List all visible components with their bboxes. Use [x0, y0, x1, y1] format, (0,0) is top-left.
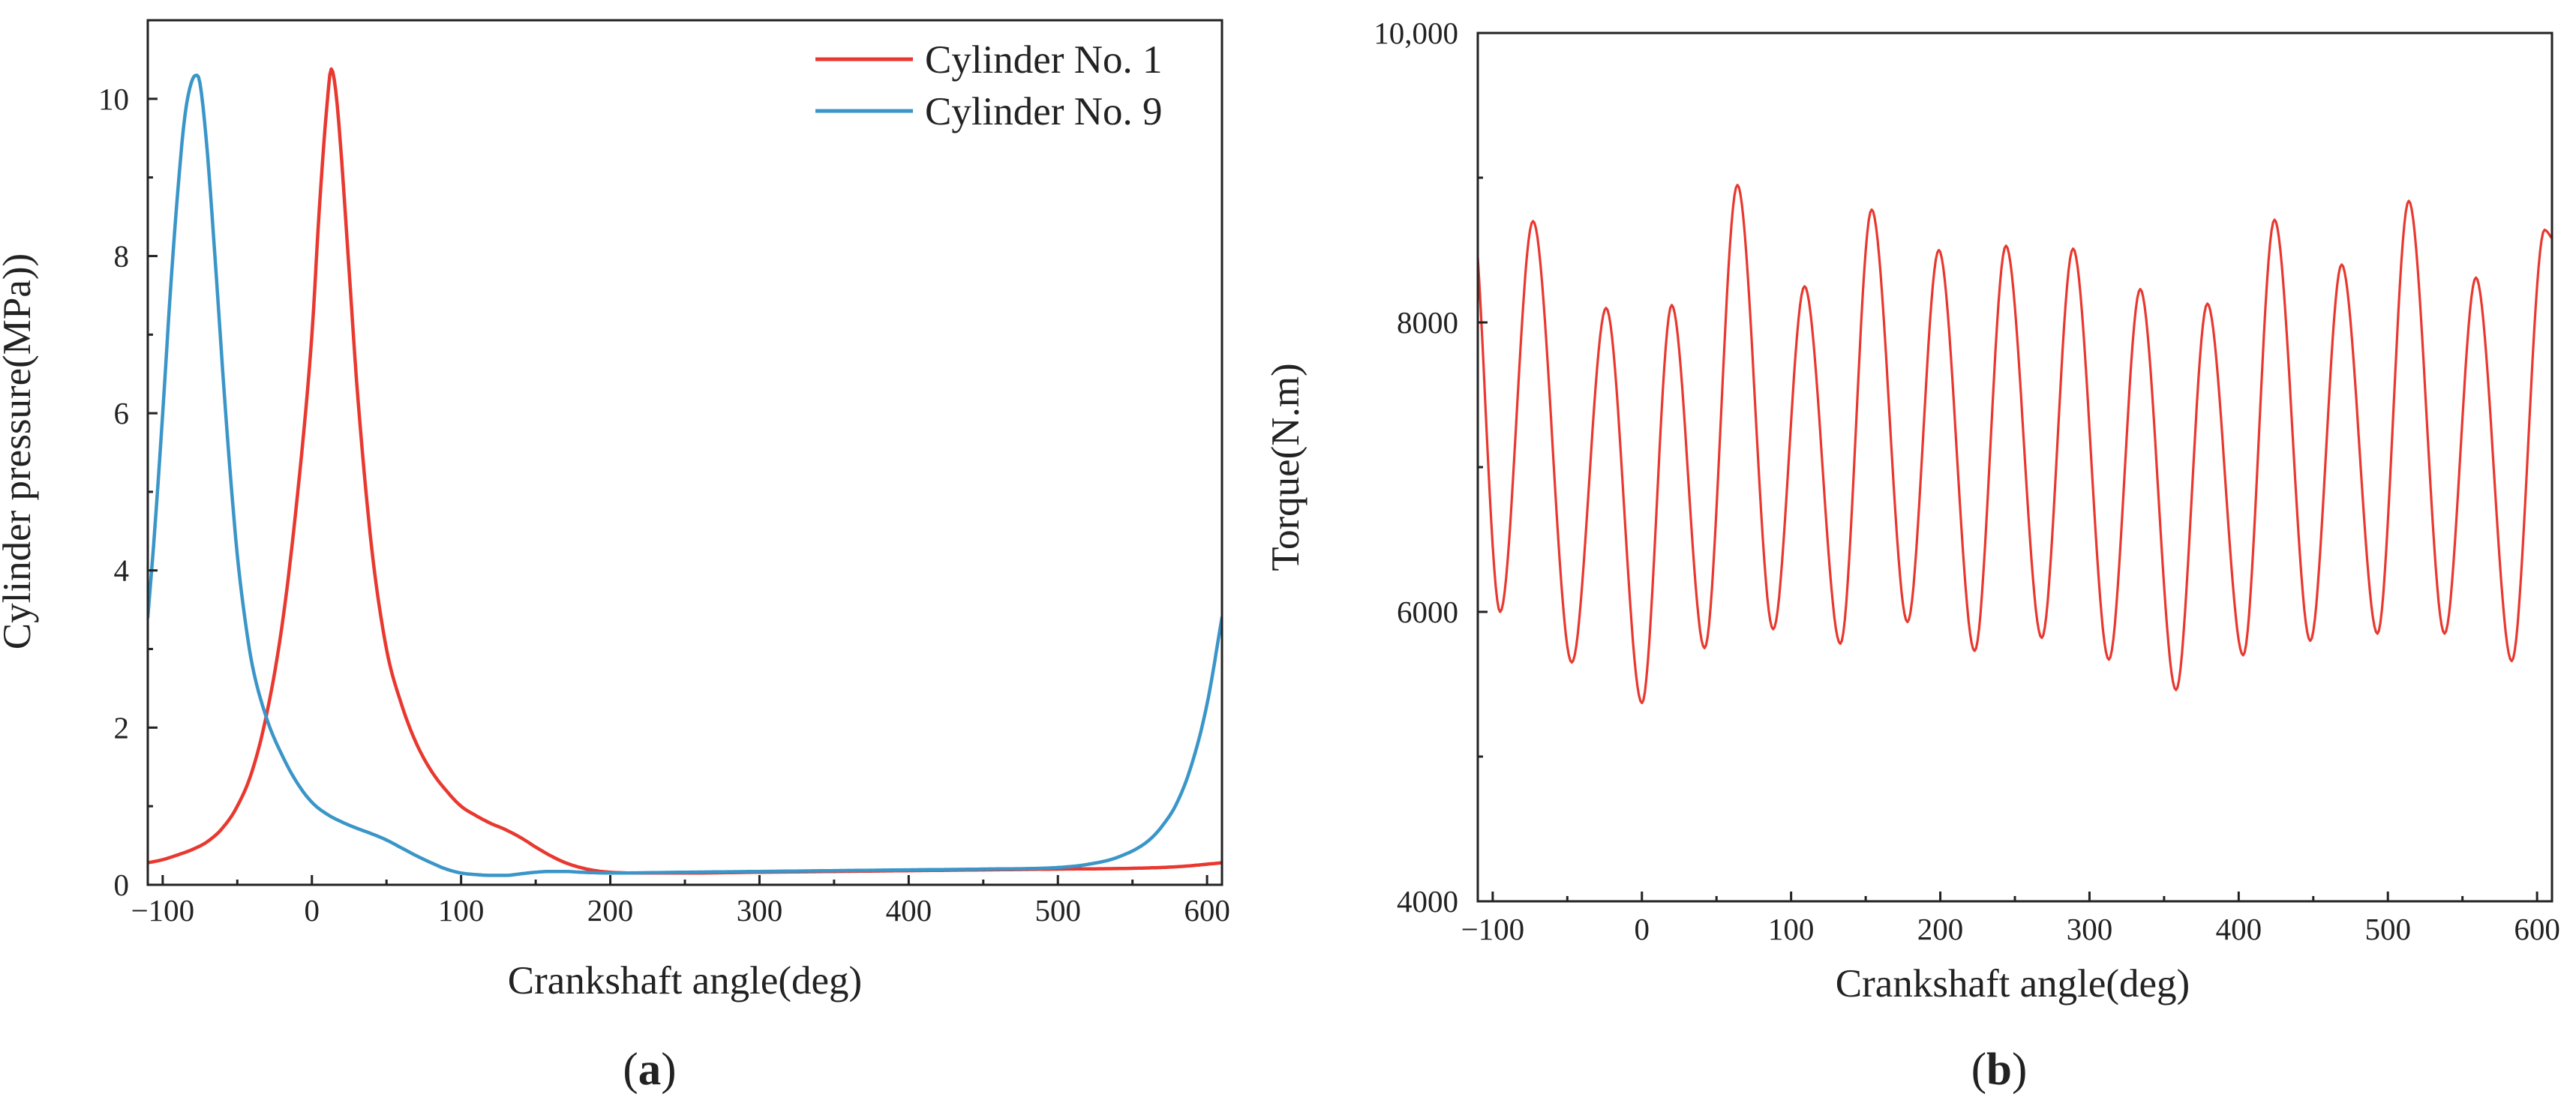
x-tick-label: 500 — [1034, 893, 1081, 928]
panel-b: −100 0 100 200 300 400 500 600 4000 6000 8000 10,0… — [1264, 16, 2560, 1095]
panel-a-frame — [146, 19, 1223, 886]
x-tick-label: −100 — [1461, 912, 1525, 946]
legend-label-cylinder-9: Cylinder No. 9 — [925, 90, 1163, 133]
y-tick-label: 6000 — [1397, 595, 1458, 629]
x-tick-label: 0 — [1635, 912, 1650, 946]
x-tick-label: 600 — [1184, 893, 1230, 928]
x-tick-label: 100 — [1768, 912, 1815, 946]
x-tick-label: −100 — [131, 893, 195, 928]
series-line-cylinder-no-1 — [148, 67, 1222, 875]
x-tick-label: 300 — [737, 893, 783, 928]
y-tick-label: 10,000 — [1374, 16, 1458, 50]
y-tick-label: 4000 — [1397, 884, 1458, 919]
panel-b-y-axis: 4000 6000 8000 10,000 — [1374, 16, 1488, 919]
y-tick-label: 10 — [98, 82, 129, 116]
x-tick-label: 400 — [886, 893, 932, 928]
panel-a-y-axis: 0 2 4 6 8 10 — [98, 82, 158, 902]
series-line-torque — [1478, 184, 2552, 705]
y-tick-label: 2 — [114, 710, 130, 745]
panel-b-label-letter: b — [1986, 1045, 2012, 1095]
panel-b-x-axis: −100 0 100 200 300 400 500 600 — [1461, 892, 2560, 946]
panel-b-plot-area — [1478, 184, 2552, 705]
x-tick-label: 200 — [1917, 912, 1964, 946]
y-tick-label: 0 — [114, 868, 130, 902]
x-tick-label: 400 — [2216, 912, 2262, 946]
series-line-cylinder-no-9 — [148, 73, 1222, 877]
x-tick-label: 500 — [2364, 912, 2411, 946]
panel-a-legend: Cylinder No. 1 Cylinder No. 9 — [815, 38, 1163, 133]
panel-a-x-axis: −100 0 100 200 300 400 500 600 — [131, 875, 1230, 928]
x-tick-label: 600 — [2514, 912, 2560, 946]
y-tick-label: 6 — [114, 396, 130, 430]
x-tick-label: 100 — [438, 893, 485, 928]
panel-a-x-axis-title: Crankshaft angle(deg) — [508, 959, 862, 1003]
panel-b-y-axis-title: Torque(N.m) — [1264, 363, 1308, 571]
x-tick-label: 0 — [305, 893, 320, 928]
panel-a-y-axis-title: Cylinder pressure(MPa)) — [0, 253, 39, 649]
panel-a-plot-area — [148, 67, 1222, 877]
panel-a-label: (a) — [623, 1045, 676, 1095]
y-tick-label: 8000 — [1397, 305, 1458, 340]
y-tick-label: 4 — [114, 553, 130, 588]
x-tick-label: 200 — [587, 893, 634, 928]
y-tick-label: 8 — [114, 238, 130, 273]
x-tick-label: 300 — [2067, 912, 2113, 946]
panel-b-label: (b) — [1971, 1045, 2028, 1095]
legend-label-cylinder-1: Cylinder No. 1 — [925, 38, 1163, 82]
panel-a-label-letter: a — [638, 1045, 662, 1095]
panel-b-x-axis-title: Crankshaft angle(deg) — [1836, 962, 2190, 1006]
